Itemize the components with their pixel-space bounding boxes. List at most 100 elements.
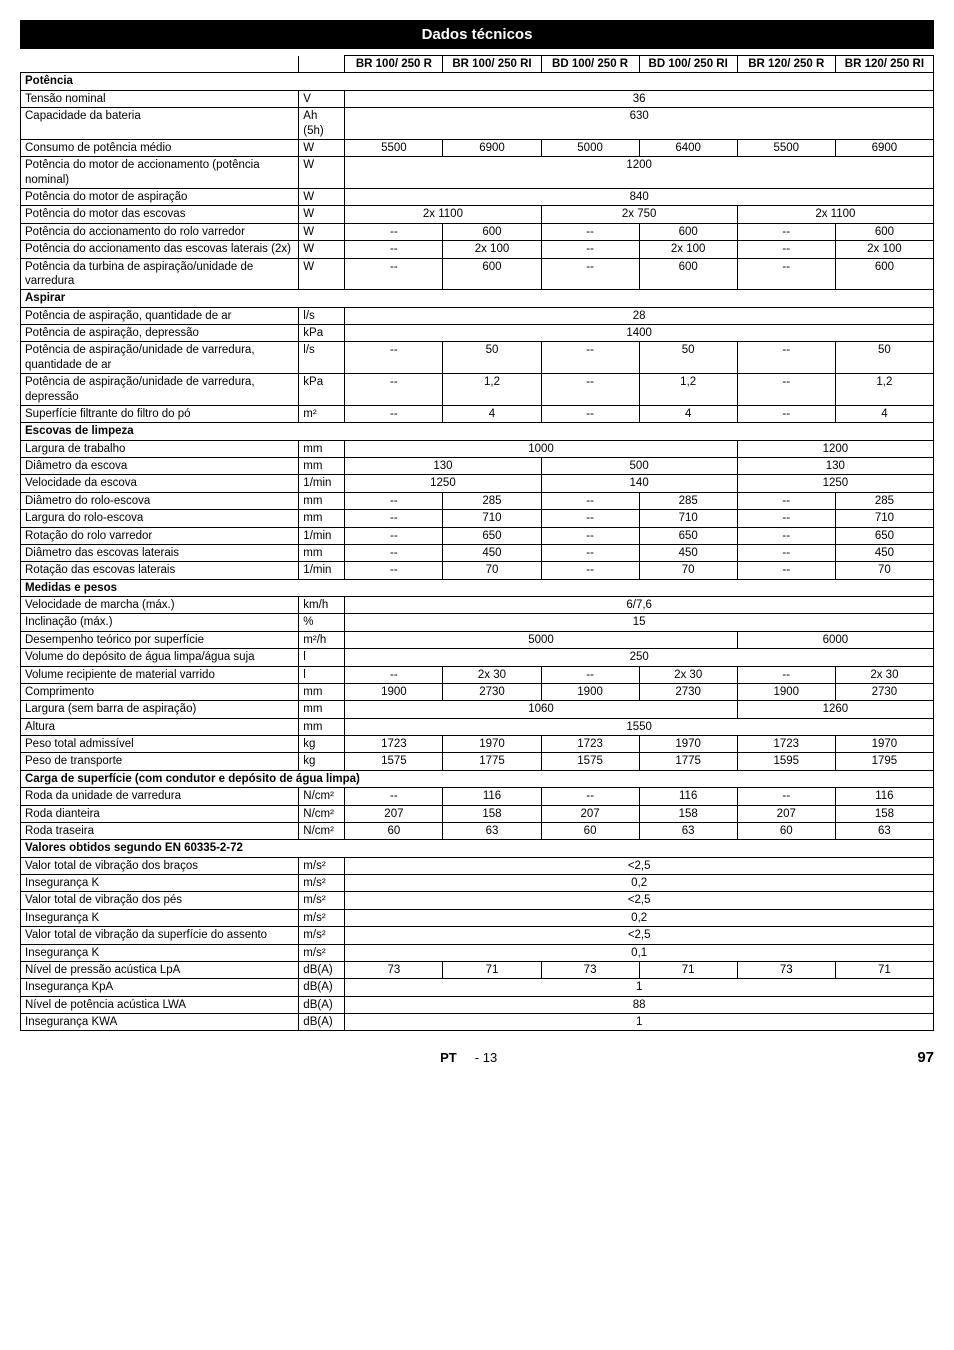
row-value: 650: [443, 527, 541, 544]
row-value: 1795: [835, 753, 933, 770]
row-value: 285: [835, 492, 933, 509]
row-value: 63: [639, 822, 737, 839]
row-value: 1595: [737, 753, 835, 770]
row-label: Valor total de vibração dos braços: [21, 857, 299, 874]
row-value: 116: [443, 788, 541, 805]
row-value: --: [737, 510, 835, 527]
row-unit: kPa: [299, 374, 345, 406]
row-value: 158: [835, 805, 933, 822]
row-value: 1: [345, 1014, 934, 1031]
row-value: 650: [639, 527, 737, 544]
row-value: --: [345, 241, 443, 258]
row-label: Roda dianteira: [21, 805, 299, 822]
row-value: <2,5: [345, 892, 934, 909]
row-unit: W: [299, 241, 345, 258]
table-row: Consumo de potência médioW55006900500064…: [21, 139, 934, 156]
row-unit: l: [299, 666, 345, 683]
table-row: Diâmetro da escovamm130500130: [21, 458, 934, 475]
row-label: Peso total admissível: [21, 736, 299, 753]
row-label: Velocidade da escova: [21, 475, 299, 492]
row-unit: m/s²: [299, 927, 345, 944]
table-row: Tensão nominalV36: [21, 90, 934, 107]
row-unit: kg: [299, 753, 345, 770]
table-row: Insegurança KWAdB(A)1: [21, 1014, 934, 1031]
row-value: --: [345, 788, 443, 805]
table-row: Superfície filtrante do filtro do póm² --…: [21, 405, 934, 422]
row-value: 158: [639, 805, 737, 822]
row-value: --: [737, 562, 835, 579]
row-value: --: [737, 405, 835, 422]
row-value: 1,2: [835, 374, 933, 406]
row-label: Potência de aspiração, depressão: [21, 325, 299, 342]
table-row: Roda dianteiraN/cm²207158207158207158: [21, 805, 934, 822]
row-label: Potência da turbina de aspiração/unidade…: [21, 258, 299, 290]
row-value: 50: [835, 342, 933, 374]
row-label: Roda da unidade de varredura: [21, 788, 299, 805]
row-value: 6/7,6: [345, 597, 934, 614]
row-unit: m²/h: [299, 631, 345, 648]
row-value: --: [541, 223, 639, 240]
section-header: Medidas e pesos: [21, 579, 934, 596]
row-label: Valor total de vibração dos pés: [21, 892, 299, 909]
row-label: Potência do accionamento do rolo varredo…: [21, 223, 299, 240]
row-value: 71: [443, 961, 541, 978]
blank-header: [299, 56, 345, 73]
row-value: --: [345, 492, 443, 509]
table-row: Peso total admissívelkg17231970172319701…: [21, 736, 934, 753]
row-value: 285: [443, 492, 541, 509]
row-unit: m²: [299, 405, 345, 422]
table-row: Potência da turbina de aspiração/unidade…: [21, 258, 934, 290]
section-header: Escovas de limpeza: [21, 423, 934, 440]
row-label: Superfície filtrante do filtro do pó: [21, 405, 299, 422]
row-unit: dB(A): [299, 996, 345, 1013]
table-row: Alturamm1550: [21, 718, 934, 735]
table-row: Roda da unidade de varreduraN/cm²--116--…: [21, 788, 934, 805]
footer-page-abs: 97: [917, 1049, 934, 1066]
row-value: 5000: [345, 631, 737, 648]
row-label: Valor total de vibração da superfície do…: [21, 927, 299, 944]
table-row: Rotação das escovas laterais1/min--70--7…: [21, 562, 934, 579]
row-unit: W: [299, 157, 345, 189]
table-row: Aspirar: [21, 290, 934, 307]
row-value: 600: [639, 223, 737, 240]
row-value: 207: [541, 805, 639, 822]
row-value: --: [345, 544, 443, 561]
row-value: 2x 100: [443, 241, 541, 258]
row-unit: 1/min: [299, 562, 345, 579]
table-row: Potência do motor das escovasW2x 11002x …: [21, 206, 934, 223]
table-row: Velocidade de marcha (máx.)km/h6/7,6: [21, 597, 934, 614]
row-unit: W: [299, 139, 345, 156]
table-row: Potência de aspiração, depressãokPa1400: [21, 325, 934, 342]
row-value: 1550: [345, 718, 934, 735]
row-label: Comprimento: [21, 683, 299, 700]
row-label: Insegurança K: [21, 875, 299, 892]
row-value: 2x 30: [835, 666, 933, 683]
row-label: Desempenho teórico por superfície: [21, 631, 299, 648]
row-label: Rotação das escovas laterais: [21, 562, 299, 579]
row-unit: m/s²: [299, 909, 345, 926]
row-label: Insegurança KWA: [21, 1014, 299, 1031]
table-row: Valores obtidos segundo EN 60335-2-72: [21, 840, 934, 857]
row-value: 450: [639, 544, 737, 561]
row-value: 2730: [835, 683, 933, 700]
footer-page-rel: - 13: [475, 1050, 497, 1065]
row-value: 1723: [345, 736, 443, 753]
row-value: 2x 30: [443, 666, 541, 683]
blank-header: [21, 56, 299, 73]
row-value: --: [345, 223, 443, 240]
row-value: --: [737, 374, 835, 406]
row-label: Largura de trabalho: [21, 440, 299, 457]
row-value: 1900: [345, 683, 443, 700]
table-row: Escovas de limpeza: [21, 423, 934, 440]
row-value: 60: [737, 822, 835, 839]
row-unit: %: [299, 614, 345, 631]
row-label: Largura (sem barra de aspiração): [21, 701, 299, 718]
table-row: Potência: [21, 73, 934, 90]
table-row: Nível de pressão acústica LpAdB(A)737173…: [21, 961, 934, 978]
row-value: 70: [835, 562, 933, 579]
row-value: 0,2: [345, 875, 934, 892]
row-value: 1900: [737, 683, 835, 700]
row-unit: dB(A): [299, 979, 345, 996]
row-value: 4: [639, 405, 737, 422]
row-value: 70: [639, 562, 737, 579]
